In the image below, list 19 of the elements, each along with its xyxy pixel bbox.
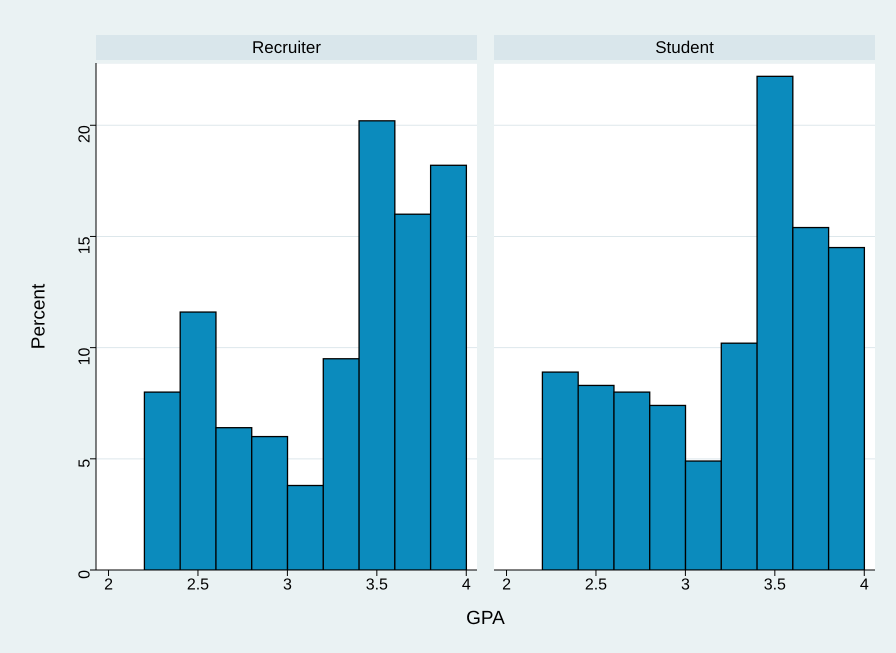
y-tick-label: 15 <box>76 236 94 254</box>
x-tick-label: 2.5 <box>584 576 608 594</box>
y-axis-title: Percent <box>28 283 50 350</box>
x-tick-label: 2 <box>502 576 512 594</box>
y-tick-label: 0 <box>76 570 94 579</box>
x-tick-label: 3.5 <box>366 576 388 594</box>
x-tick-label: 3 <box>680 576 690 594</box>
chart-title: Student <box>494 35 875 60</box>
y-tick-label: 5 <box>76 458 94 468</box>
x-tick-label: 2.5 <box>186 576 210 594</box>
y-tick-label: 20 <box>76 125 94 144</box>
x-tick-label: 3.5 <box>764 576 786 594</box>
x-tick-label: 4 <box>860 576 869 594</box>
chart-title: Recruiter <box>96 35 477 60</box>
y-tick-label: 10 <box>76 348 94 366</box>
x-tick-label: 3 <box>282 576 292 594</box>
x-tick-label: 2 <box>104 576 114 594</box>
x-axis-title: GPA <box>465 608 506 630</box>
x-tick-label: 4 <box>462 576 471 594</box>
